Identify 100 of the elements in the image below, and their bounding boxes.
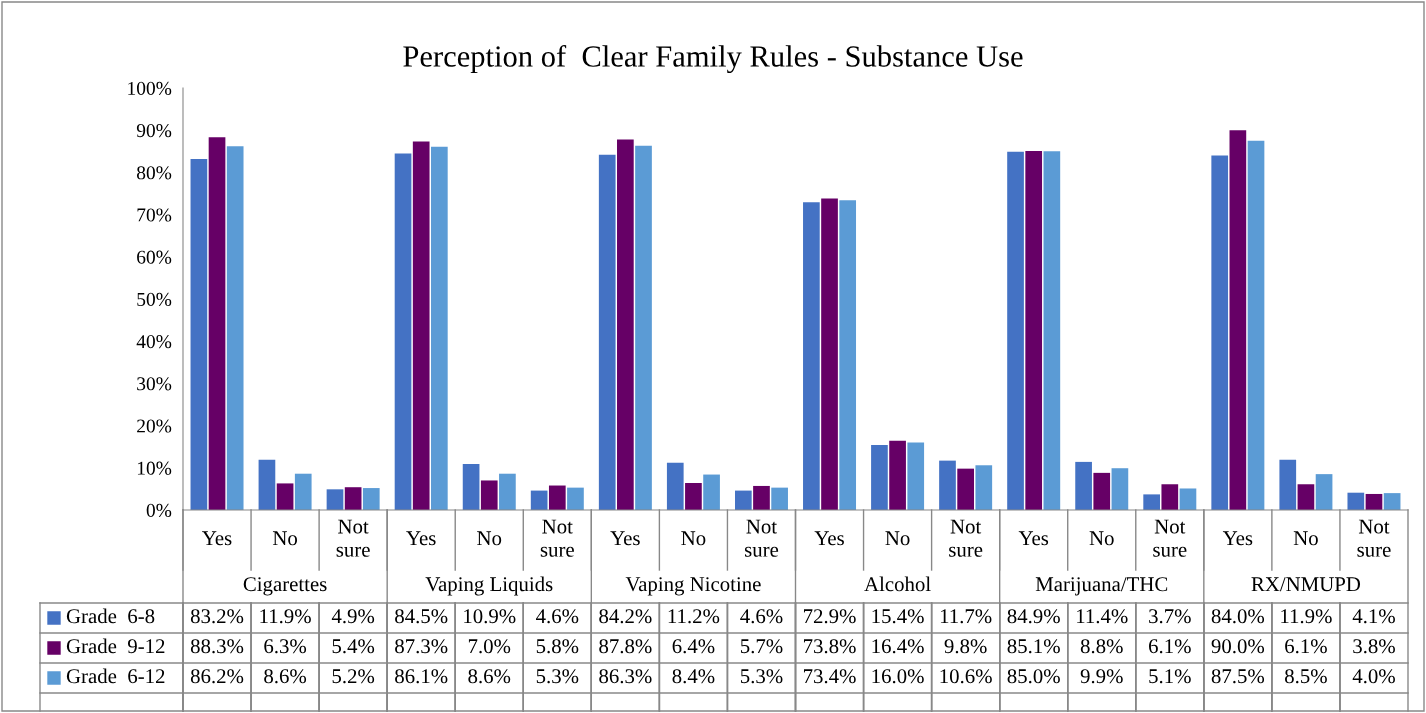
- x-tick-label: Yes: [202, 531, 232, 546]
- bar: [1111, 468, 1129, 510]
- data-label: 84.9%: [1007, 609, 1060, 624]
- bar: [258, 459, 276, 510]
- bar: [1093, 472, 1111, 510]
- bar: [276, 483, 294, 510]
- data-label: 10.9%: [464, 609, 516, 624]
- bar: [344, 487, 362, 510]
- bar: [462, 464, 480, 510]
- data-label: 85.1%: [1007, 639, 1060, 654]
- x-tick-label: Not sure: [744, 519, 779, 557]
- data-label: 4.6%: [536, 609, 579, 624]
- x-tick-label: Not sure: [949, 519, 983, 557]
- data-label: 4.6%: [740, 609, 783, 624]
- bar: [617, 139, 634, 510]
- data-label: 86.2%: [190, 669, 244, 684]
- x-tick-label: Not sure: [1357, 519, 1391, 557]
- data-label: 11.9%: [260, 609, 311, 624]
- y-tick-label: 60%: [137, 250, 172, 264]
- legend-label: Grade 6-8: [66, 608, 155, 624]
- data-label: 84.0%: [1211, 609, 1265, 624]
- data-label: 83.2%: [190, 609, 244, 624]
- text: Vaping Liquids: [425, 576, 553, 596]
- data-label: 9.9%: [1080, 669, 1123, 684]
- data-label: 85.0%: [1007, 669, 1060, 684]
- x-tick-label: No: [1293, 531, 1318, 546]
- bar: [734, 490, 752, 510]
- y-tick-label: 50%: [137, 292, 172, 306]
- data-label: 5.1%: [1149, 669, 1191, 684]
- bar: [1315, 474, 1333, 510]
- x-tick-label: No: [1089, 531, 1114, 546]
- bar: [480, 480, 498, 510]
- text: Alcohol: [864, 576, 931, 592]
- bar: [1297, 484, 1315, 510]
- data-label: 6.3%: [264, 639, 307, 654]
- y-tick-label: 80%: [136, 166, 172, 180]
- data-label: 73.4%: [804, 669, 856, 684]
- bar: [889, 440, 906, 510]
- x-tick-label: Not sure: [540, 519, 574, 557]
- chart-title: Perception of Clear Family Rules - Substance Use: [403, 45, 1023, 74]
- bar: [957, 468, 974, 510]
- data-label: 90.0%: [1211, 639, 1265, 654]
- bar: [635, 145, 652, 510]
- bar: [1143, 494, 1161, 510]
- bar: [430, 146, 448, 510]
- x-tick-label: Yes: [610, 531, 640, 546]
- bar: [939, 460, 956, 510]
- data-label: 88.3%: [190, 639, 244, 654]
- data-label: 5.8%: [536, 639, 579, 654]
- data-label: 6.1%: [1149, 639, 1191, 654]
- text: RX/NMUPD: [1251, 577, 1361, 592]
- y-tick-label: 40%: [136, 335, 172, 349]
- bar: [394, 153, 412, 510]
- x-tick-label: Not sure: [336, 519, 370, 557]
- data-label: 87.3%: [395, 639, 448, 654]
- data-label: 11.7%: [940, 609, 992, 624]
- data-label: 5.2%: [332, 669, 375, 684]
- bar: [1347, 492, 1365, 510]
- bar: [703, 474, 720, 510]
- x-tick-label: Yes: [406, 531, 436, 546]
- legend-label: Grade 9-12: [66, 638, 165, 654]
- data-label: 8.8%: [1080, 639, 1123, 654]
- data-label: 4.9%: [331, 609, 375, 624]
- bar: [530, 490, 548, 510]
- data-label: 6.4%: [672, 639, 715, 654]
- data-label: 87.8%: [599, 639, 652, 654]
- bar: [412, 141, 430, 510]
- x-tick-label: Yes: [1018, 531, 1049, 546]
- text: Vaping Nicotine: [625, 577, 761, 596]
- bar: [598, 154, 616, 510]
- data-label: 5.3%: [536, 669, 579, 684]
- bar: [499, 473, 516, 510]
- bar: [1007, 151, 1024, 510]
- data-label: 15.4%: [872, 609, 924, 624]
- x-tick-label: Yes: [814, 531, 844, 546]
- bar: [666, 462, 684, 510]
- data-label: 16.4%: [872, 639, 924, 654]
- data-label: 84.5%: [395, 609, 448, 624]
- bar: [1043, 151, 1061, 510]
- bar: [685, 482, 702, 510]
- x-tick-label: No: [885, 531, 910, 546]
- y-tick-label: 30%: [137, 377, 172, 391]
- data-label: 84.2%: [599, 609, 652, 624]
- bar: [294, 473, 312, 510]
- bar: [803, 202, 820, 510]
- bar: [821, 198, 838, 510]
- x-tick-label: Not sure: [1153, 519, 1187, 557]
- y-tick-label: 20%: [137, 419, 172, 433]
- data-label: 11.9%: [1281, 609, 1332, 624]
- bar: [567, 487, 584, 510]
- bar: [1211, 155, 1229, 510]
- data-label: 16.0%: [872, 669, 924, 684]
- data-label: 86.1%: [395, 669, 448, 684]
- bar: [226, 146, 244, 510]
- bar: [1161, 484, 1179, 510]
- bar: [771, 487, 788, 510]
- data-label: 10.6%: [940, 669, 992, 684]
- data-label: 5.7%: [740, 639, 783, 654]
- bar: [1247, 140, 1265, 510]
- data-label: 7.0%: [468, 639, 511, 654]
